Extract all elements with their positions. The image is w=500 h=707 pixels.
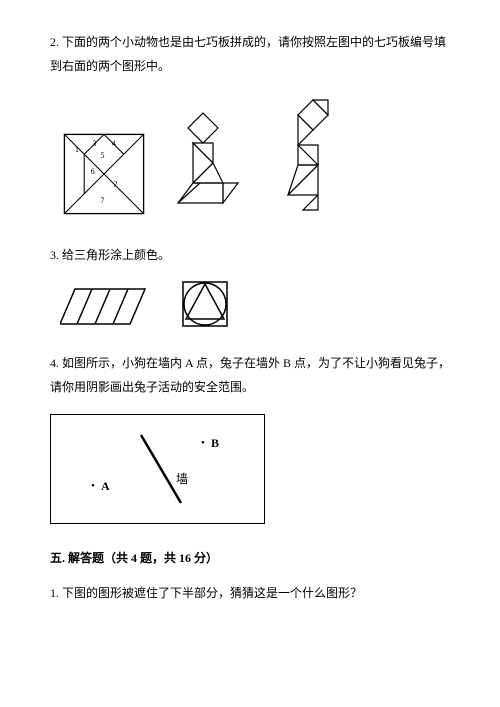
question-2-text: 2. 下面的两个小动物也是由七巧板拼成的，请你按照左图中的七巧板编号填到右面的两…	[50, 30, 450, 78]
question-5-1-text: 1. 下图的图形被遮住了下半部分，猜猜这是一个什么图形？	[50, 581, 450, 605]
tangram-animal-2-icon	[268, 98, 343, 218]
point-b-label: B	[211, 436, 219, 451]
wall-label: 墙	[176, 470, 188, 487]
question-4-box: • A • B 墙	[50, 414, 265, 524]
question-3-figures	[50, 279, 450, 329]
section-5-title: 五. 解答题（共 4 题，共 16 分）	[50, 549, 450, 566]
question-3: 3. 给三角形涂上颜色。	[50, 243, 450, 329]
tangram-square-icon: 1 2 3 4 5 6 7	[60, 130, 148, 218]
question-2-figures: 1 2 3 4 5 6 7	[50, 98, 450, 218]
question-4-text: 4. 如图所示，小狗在墙内 A 点，兔子在墙外 B 点，为了不让小狗看见兔子，请…	[50, 351, 450, 399]
svg-text:2: 2	[114, 179, 118, 188]
question-3-text: 3. 给三角形涂上颜色。	[50, 243, 450, 267]
question-2: 2. 下面的两个小动物也是由七巧板拼成的，请你按照左图中的七巧板编号填到右面的两…	[50, 30, 450, 218]
svg-text:7: 7	[100, 196, 104, 205]
wall-line	[141, 435, 181, 503]
svg-text:1: 1	[75, 145, 79, 154]
svg-text:3: 3	[93, 139, 97, 148]
tangram-animal-1-icon	[173, 108, 243, 218]
question-4: 4. 如图所示，小狗在墙内 A 点，兔子在墙外 B 点，为了不让小狗看见兔子，请…	[50, 351, 450, 524]
svg-text:6: 6	[91, 167, 95, 176]
parallelogram-shape-icon	[60, 284, 150, 329]
svg-text:4: 4	[112, 139, 116, 148]
question-5-1: 1. 下图的图形被遮住了下半部分，猜猜这是一个什么图形？	[50, 581, 450, 605]
svg-text:5: 5	[100, 151, 104, 160]
point-a-dot: •	[91, 480, 95, 492]
square-circle-triangle-icon	[180, 279, 230, 329]
point-a-label: A	[101, 479, 110, 494]
point-b-dot: •	[201, 437, 205, 449]
